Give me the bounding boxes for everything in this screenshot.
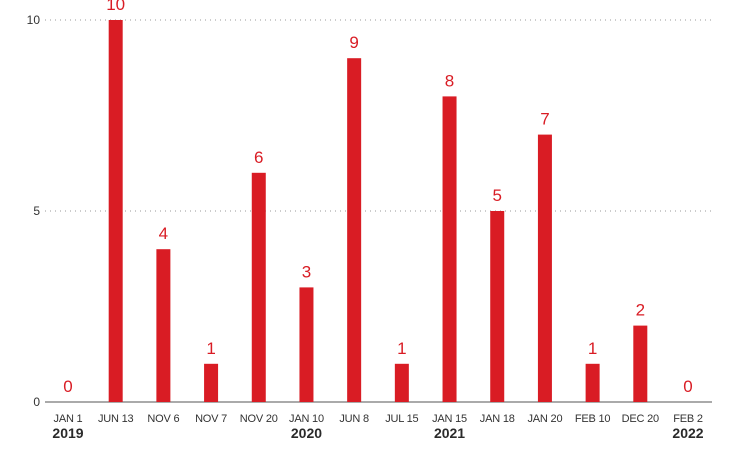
x-tick-label: JAN 15 [432, 413, 467, 425]
bar [299, 287, 314, 402]
bar-value-label: 3 [302, 262, 311, 281]
bar [204, 363, 219, 402]
bar [633, 325, 648, 402]
bar-value-label: 1 [397, 339, 406, 358]
x-tick-label: NOV 7 [195, 413, 227, 425]
year-label: 2021 [434, 425, 465, 441]
bar-value-label: 8 [445, 71, 454, 90]
x-tick-label: JUN 8 [339, 413, 369, 425]
bar [156, 249, 171, 402]
bar [108, 20, 123, 402]
y-tick-label: 10 [27, 13, 41, 27]
bar-value-label: 2 [636, 301, 645, 320]
bar-value-label: 6 [254, 148, 263, 167]
x-tick-label: NOV 6 [147, 413, 179, 425]
bar-value-label: 1 [206, 339, 215, 358]
bar [490, 211, 505, 402]
bar-value-label: 7 [540, 110, 549, 129]
x-tick-label: DEC 20 [622, 413, 659, 425]
year-label: 2020 [291, 425, 322, 441]
year-label: 2019 [52, 425, 83, 441]
bar [442, 96, 457, 403]
x-tick-label: JUL 15 [385, 413, 418, 425]
bar [394, 363, 409, 402]
y-tick-label: 5 [33, 204, 40, 218]
x-tick-label: NOV 20 [240, 413, 278, 425]
x-tick-label: JAN 10 [289, 413, 324, 425]
bar-value-label: 0 [63, 377, 72, 396]
bar-value-label: 0 [683, 377, 692, 396]
bar [251, 172, 266, 402]
bar [347, 58, 362, 402]
x-tick-label: JAN 1 [54, 413, 83, 425]
bar [537, 134, 552, 402]
x-tick-label: JAN 18 [480, 413, 515, 425]
bar-value-label: 9 [349, 33, 358, 52]
bar-value-label: 10 [106, 0, 125, 14]
x-tick-label: JUN 13 [98, 413, 134, 425]
x-tick-label: JAN 20 [527, 413, 562, 425]
x-tick-label: FEB 2 [673, 413, 703, 425]
x-tick-label: FEB 10 [575, 413, 611, 425]
bar [585, 363, 600, 402]
bar-value-label: 1 [588, 339, 597, 358]
y-tick-label: 0 [33, 395, 40, 409]
bar-value-label: 4 [159, 224, 168, 243]
bar-value-label: 5 [492, 186, 501, 205]
year-label: 2022 [672, 425, 703, 441]
